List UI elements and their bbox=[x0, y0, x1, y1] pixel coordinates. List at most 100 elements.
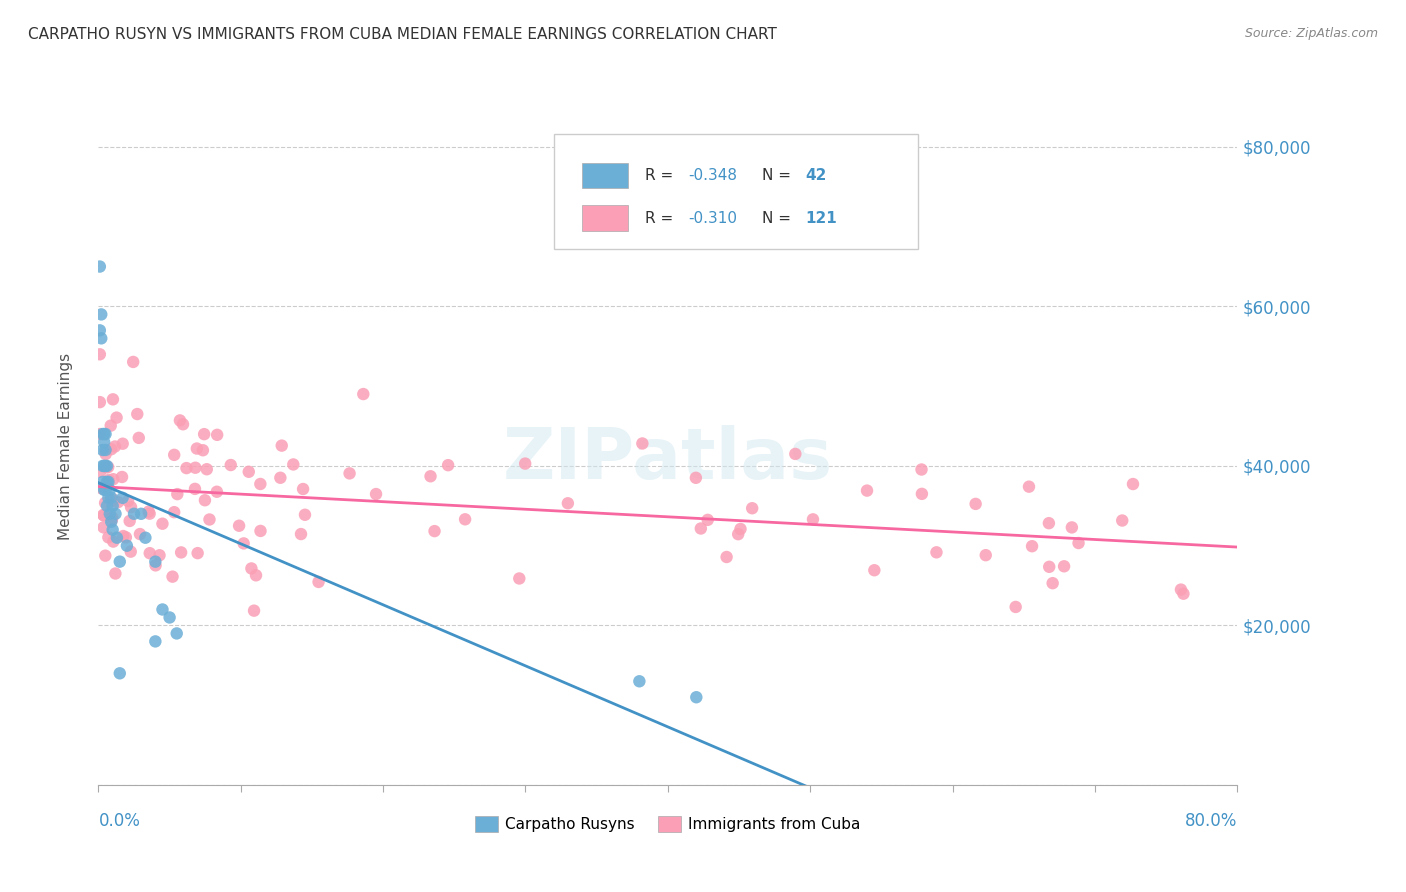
Point bbox=[184, 460, 207, 475]
Point bbox=[129, 507, 152, 521]
Text: -0.310: -0.310 bbox=[689, 211, 737, 226]
Point bbox=[1053, 559, 1076, 574]
Legend: Carpatho Rusyns, Immigrants from Cuba: Carpatho Rusyns, Immigrants from Cuba bbox=[468, 810, 868, 838]
Point bbox=[290, 527, 312, 541]
Text: R =: R = bbox=[645, 168, 678, 183]
Point bbox=[90, 307, 112, 321]
Point bbox=[93, 483, 115, 497]
Point bbox=[238, 465, 260, 479]
Point bbox=[727, 527, 749, 541]
Point bbox=[801, 512, 824, 526]
Point bbox=[96, 458, 118, 473]
Point bbox=[127, 407, 149, 421]
Point bbox=[139, 546, 162, 560]
Point bbox=[685, 690, 707, 705]
Point bbox=[170, 545, 193, 559]
Point bbox=[508, 572, 530, 586]
Point bbox=[94, 496, 117, 510]
Point bbox=[101, 499, 124, 513]
Point bbox=[96, 499, 118, 513]
Point bbox=[628, 674, 651, 689]
Text: Source: ZipAtlas.com: Source: ZipAtlas.com bbox=[1244, 27, 1378, 40]
Point bbox=[101, 523, 124, 537]
Point bbox=[93, 508, 115, 523]
Point bbox=[863, 563, 886, 577]
Point bbox=[93, 458, 115, 473]
Text: ZIPatlas: ZIPatlas bbox=[503, 425, 832, 494]
Point bbox=[94, 447, 117, 461]
Point bbox=[89, 347, 111, 361]
Point bbox=[89, 260, 111, 274]
Point bbox=[91, 442, 114, 457]
Text: N =: N = bbox=[762, 168, 796, 183]
Point bbox=[90, 331, 112, 345]
Point bbox=[911, 487, 934, 501]
Point bbox=[1067, 536, 1090, 550]
Point bbox=[97, 460, 120, 475]
Point bbox=[1170, 582, 1192, 597]
Point bbox=[105, 410, 128, 425]
Point bbox=[716, 549, 738, 564]
Point bbox=[437, 458, 460, 472]
Point bbox=[138, 505, 160, 519]
Point bbox=[685, 471, 707, 485]
Point bbox=[93, 520, 115, 534]
Point bbox=[198, 512, 221, 526]
Text: 42: 42 bbox=[806, 168, 827, 183]
Point bbox=[100, 515, 122, 529]
Point bbox=[145, 634, 167, 648]
Point bbox=[176, 461, 198, 475]
Point bbox=[269, 471, 291, 485]
Point bbox=[1111, 514, 1133, 528]
Point bbox=[148, 548, 170, 562]
Point bbox=[1021, 539, 1043, 553]
Point bbox=[90, 481, 112, 495]
Point bbox=[94, 458, 117, 473]
Text: -0.348: -0.348 bbox=[689, 168, 737, 183]
Point bbox=[696, 513, 718, 527]
Point bbox=[93, 435, 115, 450]
Point bbox=[169, 413, 191, 427]
Point bbox=[163, 505, 186, 519]
Point bbox=[100, 418, 122, 433]
Text: N =: N = bbox=[762, 211, 796, 226]
Point bbox=[89, 427, 111, 442]
Point bbox=[631, 436, 654, 450]
Point bbox=[974, 548, 997, 562]
Point bbox=[364, 487, 387, 501]
Point bbox=[308, 574, 330, 589]
Point bbox=[91, 475, 114, 489]
Point bbox=[166, 626, 188, 640]
Point bbox=[94, 549, 117, 563]
Point bbox=[856, 483, 879, 498]
Point bbox=[1038, 559, 1060, 574]
Point bbox=[94, 427, 117, 442]
Text: 121: 121 bbox=[806, 211, 838, 226]
Point bbox=[98, 483, 121, 497]
Point bbox=[240, 561, 263, 575]
Point bbox=[419, 469, 441, 483]
Point bbox=[108, 555, 131, 569]
FancyBboxPatch shape bbox=[582, 205, 628, 231]
Point bbox=[120, 500, 142, 515]
Point bbox=[249, 477, 271, 491]
Point bbox=[94, 483, 117, 497]
Point bbox=[97, 530, 120, 544]
Point bbox=[108, 666, 131, 681]
Point bbox=[128, 431, 150, 445]
Point bbox=[91, 427, 114, 442]
Point bbox=[292, 482, 315, 496]
Point bbox=[195, 462, 218, 476]
Point bbox=[122, 355, 145, 369]
Point bbox=[741, 501, 763, 516]
Point bbox=[97, 473, 120, 487]
Point bbox=[1018, 480, 1040, 494]
Point bbox=[91, 458, 114, 473]
Point bbox=[965, 497, 987, 511]
Point bbox=[101, 492, 124, 507]
Point bbox=[101, 513, 124, 527]
Point bbox=[515, 457, 537, 471]
Point bbox=[103, 472, 125, 486]
Point bbox=[162, 569, 184, 583]
Point bbox=[89, 465, 111, 479]
